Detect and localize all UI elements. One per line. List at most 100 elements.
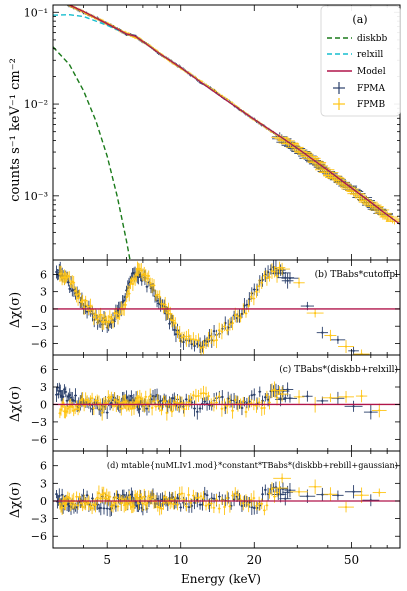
fpma-residual-point (68, 284, 72, 294)
fpma-residual-point (168, 318, 171, 330)
fpmb-residual-point (209, 398, 213, 408)
fpma-data-point (55, 0, 58, 2)
fpmb-residual-point (100, 486, 104, 503)
fpmb-residual-point (81, 392, 85, 406)
fpmb-residual-point (273, 473, 291, 484)
fpmb-residual-point (180, 486, 184, 501)
fpmb-residual-point (97, 485, 101, 501)
y-tick-label-a: 10⁻¹ (24, 6, 48, 19)
fpmb-residual-point (109, 313, 113, 324)
fpmb-residual-point (136, 390, 139, 405)
fpma-residual-point (205, 490, 209, 501)
model-model-line (67, 5, 400, 225)
fpmb-residual-point (225, 325, 229, 335)
fpmb-residual-point (187, 394, 191, 410)
fpmb-residual-point (170, 491, 174, 508)
fpmb-residual-point (270, 263, 274, 279)
fpmb-residual-point (85, 395, 89, 405)
fpmb-residual-point (199, 492, 203, 501)
fpma-residual-point (344, 485, 363, 499)
y-tick-label: 0 (40, 398, 47, 411)
fpmb-residual-point (247, 497, 251, 513)
panel-a-ylabel: counts s⁻¹ keV⁻¹ cm⁻² (8, 58, 23, 202)
fpmb-residual-point (197, 333, 200, 348)
fpmb-residual-point (147, 270, 151, 282)
fpma-residual-point (105, 406, 109, 419)
fpma-residual-point (105, 501, 109, 516)
fpma-residual-point (245, 299, 249, 310)
y-tick-label: −6 (31, 337, 47, 350)
fpmb-residual-point (103, 311, 107, 325)
fpma-data-point (63, 2, 66, 5)
fpmb-residual-point (308, 479, 322, 495)
fpmb-residual-point (158, 290, 162, 304)
fpma-residual-point (255, 283, 259, 297)
fpma-residual-point (91, 493, 94, 504)
panel-d-frame (52, 450, 401, 549)
fpma-residual-point (102, 502, 106, 515)
fpmb-residual-point (94, 308, 97, 321)
fpmb-residual-point (184, 401, 188, 411)
fpmb-residual-point (207, 391, 210, 401)
fpmb-residual-point (274, 262, 291, 276)
y-tick-label-a: 10⁻² (24, 98, 48, 111)
fpmb-residual-point (275, 386, 289, 402)
fpma-residual-point (281, 272, 299, 284)
fpmb-residual-point (79, 395, 83, 406)
fpma-data-point (58, 0, 61, 3)
fpmb-residual-point (139, 392, 143, 406)
fpmb-residual-point (372, 403, 387, 418)
fpma-residual-point (64, 386, 68, 398)
fpmb-residual-point (64, 496, 67, 511)
fpmb-residual-point (99, 307, 103, 322)
fpmb-residual-point (78, 289, 81, 299)
fpmb-residual-point (191, 390, 195, 400)
fpmb-residual-point (275, 269, 279, 283)
fpmb-residual-point (168, 497, 172, 510)
legend-swatch-fpmb (333, 98, 345, 110)
fpmb-residual-point (268, 395, 271, 410)
fpmb-residual-point (372, 488, 386, 497)
fpmb-residual-point (170, 406, 174, 417)
fpmb-residual-point (165, 305, 169, 321)
fpmb-residual-point (137, 497, 141, 510)
fpma-residual-point (344, 400, 363, 412)
fpma-residual-point (66, 278, 70, 287)
fpmb-residual-point (72, 405, 76, 417)
fpmb-residual-point (97, 395, 101, 411)
fpmb-residual-point (147, 490, 151, 502)
fpmb-residual-point (138, 389, 142, 405)
fpmb-residual-point (239, 313, 243, 323)
fpmb-residual-point (220, 323, 224, 340)
fpmb-residual-point (132, 501, 136, 512)
fpmb-residual-point (106, 491, 110, 507)
fpmb-residual-point (217, 503, 221, 514)
fpma-residual-point (99, 500, 103, 516)
x-axis-label: Energy (keV) (181, 572, 261, 586)
fpmb-data-point (385, 216, 400, 224)
fpmb-data-point (64, 2, 67, 5)
fpmb-residual-point (61, 398, 65, 408)
fpmb-data-point (60, 1, 63, 4)
fpmb-residual-point (160, 405, 163, 416)
legend-label-model: Model (357, 67, 386, 77)
fpmb-residual-point (220, 400, 224, 417)
fpmb-residual-point (160, 502, 163, 515)
fpmb-residual-point (275, 487, 279, 498)
fpmb-residual-point (270, 383, 274, 399)
panel-a-spectrum: 10⁻¹ 10⁻² 10⁻³ (24, 0, 401, 261)
fpmb-residual-point (260, 400, 264, 416)
x-tick-label: 10 (173, 553, 188, 567)
fpma-residual-point (332, 490, 344, 501)
fpmb-residual-point (306, 308, 324, 318)
fpmb-residual-point (82, 299, 86, 315)
fpmb-residual-point (95, 314, 99, 325)
fpma-residual-point (203, 486, 207, 502)
y-tick-label-a: 10⁻³ (24, 190, 48, 203)
fpmb-residual-point (173, 395, 177, 409)
fpmb-residual-point (116, 311, 120, 325)
fpmb-residual-point (87, 305, 91, 315)
fpmb-residual-point (204, 386, 208, 401)
fpmb-residual-point (100, 404, 104, 421)
x-tick-label: 5 (103, 553, 111, 567)
